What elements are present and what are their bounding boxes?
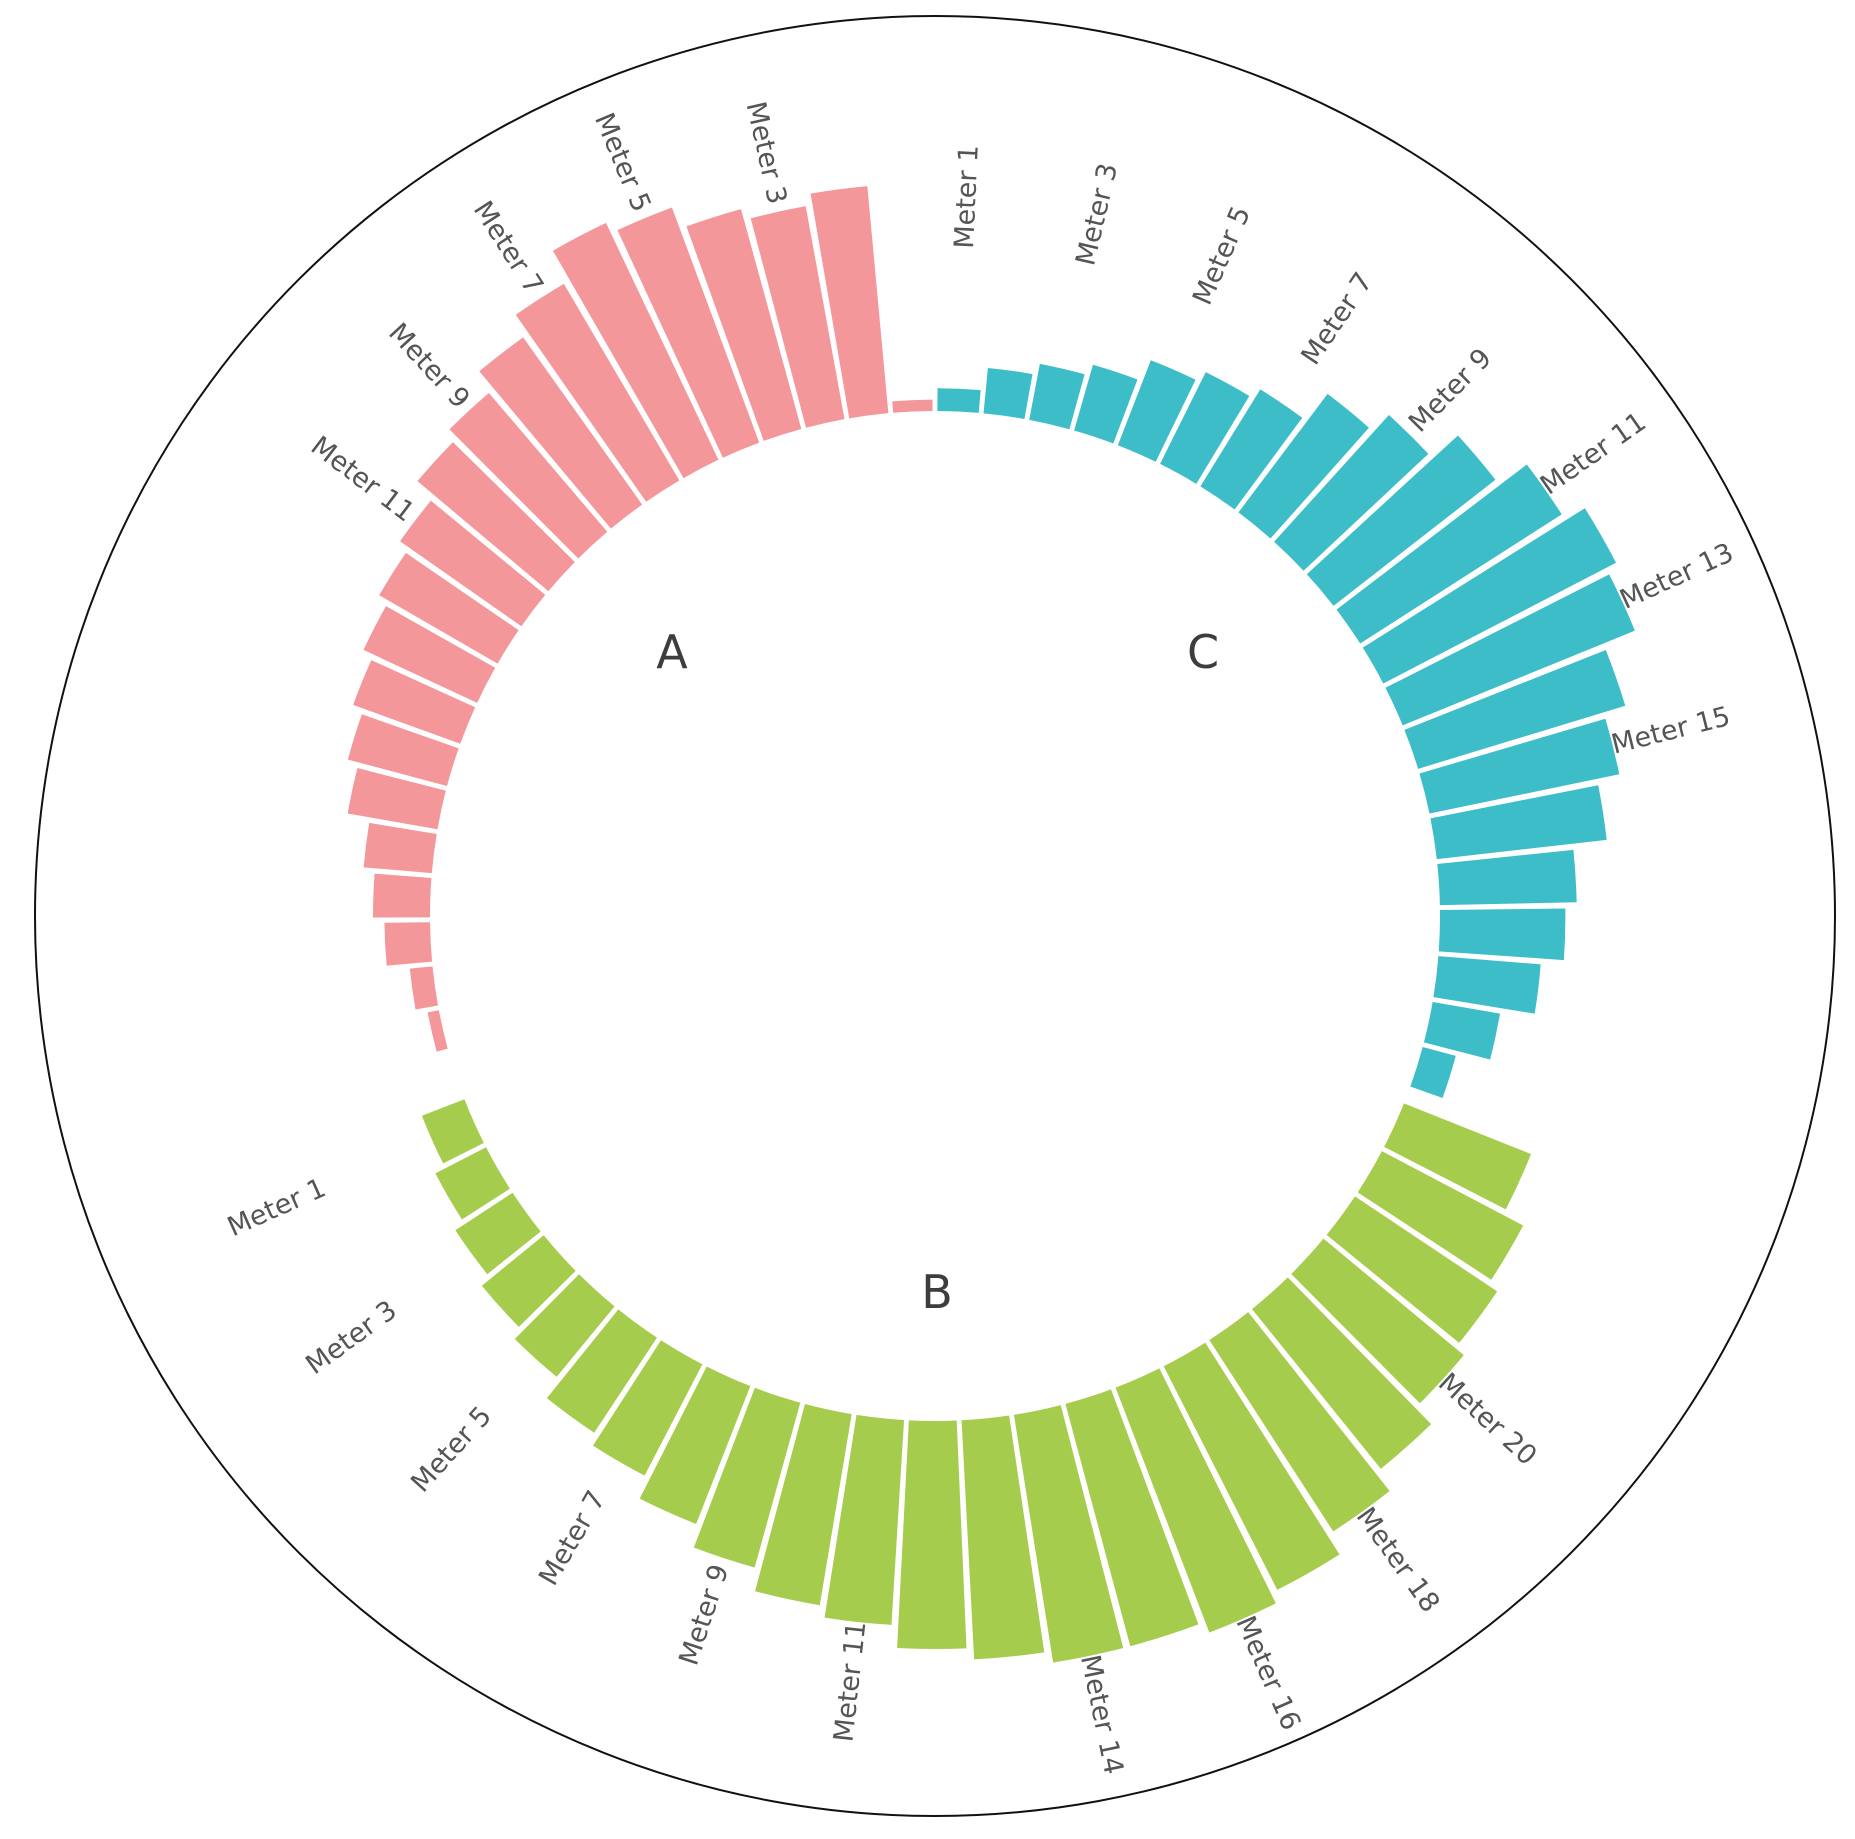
bar-a-3 bbox=[750, 206, 845, 428]
bar-c-4 bbox=[1074, 364, 1138, 444]
bar-a-17 bbox=[363, 822, 437, 874]
tick-label-b-3: Meter 3 bbox=[300, 1295, 402, 1381]
outer-circle bbox=[34, 15, 1836, 1817]
bar-a-16 bbox=[347, 768, 446, 830]
tick-label-c-3: Meter 3 bbox=[1070, 160, 1124, 268]
bar-c-17 bbox=[1437, 849, 1577, 906]
bar-a-20 bbox=[409, 966, 438, 1010]
bar-a-18 bbox=[373, 873, 432, 918]
tick-label-b-7: Meter 7 bbox=[533, 1485, 612, 1590]
bar-a-19 bbox=[384, 922, 433, 966]
bar-c-20 bbox=[1423, 1001, 1501, 1060]
bar-b-22 bbox=[1357, 1151, 1524, 1280]
group-label-b: B bbox=[921, 1265, 953, 1319]
tick-label-b-5: Meter 5 bbox=[405, 1401, 498, 1499]
bar-b-2 bbox=[435, 1147, 510, 1220]
tick-label-a-5: Meter 5 bbox=[588, 109, 657, 217]
bar-a-21 bbox=[427, 1010, 448, 1052]
bar-c-8 bbox=[1238, 393, 1369, 539]
tick-label-b-20: Meter 20 bbox=[1432, 1367, 1542, 1472]
tick-label-c-9: Meter 9 bbox=[1403, 343, 1498, 439]
bar-c-14 bbox=[1404, 650, 1626, 769]
bar-a-4 bbox=[686, 209, 802, 441]
bar-a-13 bbox=[363, 606, 496, 703]
tick-label-a-11: Meter 11 bbox=[305, 430, 420, 528]
bar-a-10 bbox=[417, 442, 575, 592]
bar-b-8 bbox=[639, 1366, 751, 1524]
tick-label-c-5: Meter 5 bbox=[1187, 202, 1257, 310]
bar-b-12 bbox=[897, 1420, 967, 1649]
bar-b-17 bbox=[1163, 1342, 1340, 1590]
tick-label-b-11: Meter 11 bbox=[828, 1620, 872, 1744]
bar-c-9 bbox=[1274, 415, 1429, 571]
bar-c-6 bbox=[1160, 372, 1250, 484]
bar-c-19 bbox=[1433, 956, 1541, 1014]
bar-b-4 bbox=[481, 1235, 576, 1327]
bar-a-6 bbox=[552, 222, 719, 479]
bar-c-10 bbox=[1306, 435, 1496, 606]
bar-c-13 bbox=[1385, 574, 1635, 726]
bar-c-2 bbox=[983, 367, 1033, 419]
bar-b-19 bbox=[1252, 1277, 1432, 1469]
bar-b-10 bbox=[755, 1403, 852, 1606]
bars-layer bbox=[347, 186, 1635, 1663]
tick-label-b-16: Meter 16 bbox=[1229, 1612, 1306, 1735]
tick-label-c-11: Meter 11 bbox=[1535, 406, 1652, 501]
group-label-c: C bbox=[1187, 625, 1219, 679]
tick-label-c-13: Meter 13 bbox=[1615, 537, 1738, 615]
bar-a-2 bbox=[810, 186, 889, 419]
bar-b-3 bbox=[455, 1192, 541, 1275]
bar-b-23 bbox=[1384, 1103, 1532, 1210]
bar-c-3 bbox=[1029, 363, 1085, 430]
bar-b-7 bbox=[592, 1340, 703, 1476]
bar-b-18 bbox=[1209, 1312, 1390, 1532]
bar-b-11 bbox=[824, 1414, 905, 1625]
bar-a-14 bbox=[353, 660, 476, 744]
bar-c-7 bbox=[1200, 389, 1303, 510]
tick-label-a-7: Meter 7 bbox=[467, 196, 549, 300]
bar-c-18 bbox=[1438, 908, 1566, 961]
bar-a-11 bbox=[400, 500, 546, 627]
bar-a-1 bbox=[892, 399, 933, 413]
bar-a-8 bbox=[479, 337, 643, 529]
bar-a-7 bbox=[515, 283, 680, 502]
bar-a-15 bbox=[347, 714, 459, 786]
group-label-a: A bbox=[656, 625, 688, 679]
bar-b-13 bbox=[961, 1415, 1045, 1660]
bar-b-9 bbox=[693, 1387, 801, 1568]
bar-c-12 bbox=[1362, 508, 1617, 684]
tick-label-b-18: Meter 18 bbox=[1350, 1502, 1446, 1619]
bar-a-5 bbox=[617, 207, 760, 458]
bar-b-15 bbox=[1065, 1389, 1199, 1647]
bar-b-21 bbox=[1326, 1196, 1498, 1343]
tick-label-c-15: Meter 15 bbox=[1608, 701, 1733, 760]
tick-label-a-3: Meter 3 bbox=[740, 99, 793, 207]
bar-a-12 bbox=[379, 552, 519, 664]
bar-c-11 bbox=[1336, 464, 1562, 644]
bar-b-1 bbox=[421, 1099, 484, 1164]
bar-c-16 bbox=[1430, 785, 1607, 860]
bar-c-15 bbox=[1419, 718, 1620, 814]
bar-a-9 bbox=[449, 393, 608, 559]
tick-label-a-9: Meter 9 bbox=[382, 317, 475, 414]
bar-c-1 bbox=[937, 388, 981, 413]
tick-label-b-1: Meter 1 bbox=[223, 1173, 331, 1244]
tick-label-b-9: Meter 9 bbox=[673, 1561, 735, 1669]
bar-b-16 bbox=[1115, 1368, 1276, 1633]
tick-label-b-14: Meter 14 bbox=[1074, 1652, 1129, 1777]
bar-b-14 bbox=[1013, 1405, 1124, 1663]
bar-b-20 bbox=[1291, 1238, 1464, 1404]
bar-c-5 bbox=[1117, 360, 1196, 462]
bar-b-5 bbox=[514, 1274, 615, 1377]
bar-b-6 bbox=[546, 1309, 657, 1433]
tick-label-c-1: Meter 1 bbox=[949, 144, 985, 249]
tick-label-c-7: Meter 7 bbox=[1295, 267, 1379, 371]
bar-c-21 bbox=[1410, 1047, 1456, 1098]
